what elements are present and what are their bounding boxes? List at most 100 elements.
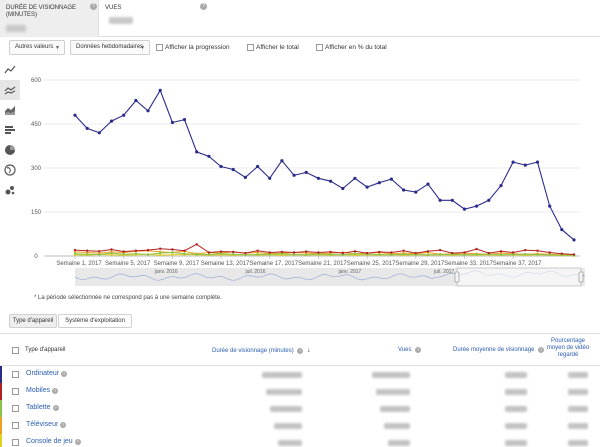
bar-chart-icon[interactable] (0, 120, 20, 140)
blurred-cell (505, 389, 527, 395)
navigator-label: juil. 2017 (433, 269, 454, 275)
column-header-label-line2: moyen de vidéo (546, 345, 590, 351)
chart-grid (44, 79, 580, 257)
show-percent-checkbox[interactable]: Afficher en % du total (316, 43, 396, 53)
column-header-views[interactable]: Vues ? (398, 347, 422, 354)
range-navigator[interactable]: janv. 2016 juil. 2016 janv. 2017 juil. 2017 (74, 267, 586, 287)
data-point (244, 251, 247, 255)
series-color-bar (0, 383, 2, 400)
table-row[interactable]: Tablette? (0, 400, 600, 417)
column-header-avg-percent[interactable]: Pourcentage moyen de vidéo regardé (540, 338, 596, 359)
data-point (487, 251, 490, 255)
help-icon[interactable]: ? (297, 348, 304, 354)
column-header-watch-time[interactable]: Durée de visionnage (minutes) ? ↓ (212, 347, 311, 355)
x-tick-label: Semaine 1, 2017 (56, 261, 102, 267)
data-point (122, 250, 125, 253)
checkbox-box[interactable] (316, 44, 323, 51)
row-device-name[interactable]: Console de jeu? (26, 438, 81, 445)
show-total-checkbox[interactable]: Afficher le total (247, 43, 309, 53)
data-point (475, 204, 479, 208)
data-point (159, 253, 162, 257)
data-point (560, 228, 564, 232)
blurred-cell (505, 372, 527, 378)
help-icon[interactable]: ? (52, 405, 59, 411)
metric-tab-title: DURÉE DE VISIONNAGE (MINUTES) (6, 5, 77, 18)
tab-operating-system[interactable]: Système d'exploitation (58, 314, 132, 328)
checkbox-box[interactable] (156, 44, 163, 51)
row-checkbox[interactable] (12, 388, 19, 395)
data-point (86, 251, 89, 254)
row-device-name[interactable]: Mobiles? (26, 387, 59, 394)
globe-map-icon[interactable] (0, 160, 20, 180)
granularity-dropdown[interactable]: Données hebdomadaires ▼ (70, 40, 150, 55)
help-icon[interactable]: ? (61, 371, 68, 377)
row-device-name[interactable]: Téléviseur? (26, 421, 67, 428)
tab-device-type[interactable]: Type d'appareil (9, 314, 57, 328)
data-point (475, 253, 478, 256)
data-point (462, 207, 467, 211)
row-checkbox[interactable] (12, 405, 19, 412)
row-label: Téléviseur (26, 421, 59, 428)
help-icon[interactable]: ? (60, 422, 67, 428)
blurred-cell (376, 389, 410, 395)
chart-series (73, 88, 576, 257)
data-point (329, 179, 333, 183)
row-checkbox[interactable] (12, 371, 19, 378)
data-point (256, 253, 259, 256)
multiline-chart-icon[interactable] (0, 80, 20, 100)
series-color-bar (0, 417, 2, 434)
pie-chart-icon[interactable] (0, 140, 20, 160)
table-row[interactable]: Mobiles? (0, 383, 600, 400)
metric-dropdown[interactable]: Autres valeurs ▼ (9, 40, 65, 55)
caret-down-icon: ▼ (140, 45, 145, 51)
data-point (232, 253, 235, 256)
data-point (523, 163, 527, 167)
data-point (110, 253, 113, 256)
data-point (524, 248, 527, 252)
y-tick-label: 300 (31, 166, 42, 172)
column-header-avg-duration[interactable]: Durée moyenne de visionnage ? (453, 347, 545, 354)
data-point (341, 253, 344, 256)
data-point (280, 250, 284, 254)
select-all-checkbox[interactable] (12, 347, 19, 354)
table-row[interactable]: Console de jeu? (0, 434, 600, 447)
table-row[interactable]: Ordinateur? (0, 366, 600, 383)
row-device-name[interactable]: Ordinateur? (26, 370, 68, 377)
data-point (499, 184, 503, 188)
metric-tab-title: VUES (105, 5, 122, 11)
row-checkbox[interactable] (12, 439, 19, 446)
metric-tab-watch-time[interactable]: DURÉE DE VISIONNAGE (MINUTES) ? (0, 0, 99, 37)
blurred-cell (266, 389, 302, 395)
data-point (499, 251, 503, 255)
row-device-name[interactable]: Tablette? (26, 404, 59, 411)
help-icon[interactable]: ? (200, 3, 207, 10)
bubble-chart-icon[interactable] (0, 180, 20, 200)
help-icon[interactable]: ? (52, 388, 59, 394)
data-point (86, 253, 89, 256)
help-icon[interactable]: ? (538, 347, 545, 353)
data-point (353, 252, 357, 255)
data-point (463, 253, 466, 256)
show-progress-checkbox[interactable]: Afficher la progression (156, 43, 246, 53)
data-point (524, 253, 527, 256)
navigator-handle (578, 271, 584, 283)
help-icon[interactable]: ? (74, 439, 81, 445)
data-point (159, 251, 162, 255)
metric-tab-views[interactable]: VUES ? (99, 0, 209, 37)
help-icon[interactable]: ? (415, 347, 422, 353)
data-point (73, 252, 77, 255)
blurred-cell (568, 406, 588, 412)
table-row[interactable]: Téléviseur? (0, 417, 600, 434)
stacked-area-icon[interactable] (0, 100, 20, 120)
y-tick-label: 0 (34, 254, 38, 260)
data-point (109, 119, 114, 123)
data-point (463, 251, 466, 254)
data-point (110, 248, 113, 251)
line-chart-icon[interactable] (0, 60, 20, 80)
help-icon[interactable]: ? (90, 3, 97, 10)
column-header-device[interactable]: Type d'appareil (25, 347, 66, 353)
series-color-bar (0, 366, 2, 383)
checkbox-box[interactable] (247, 44, 254, 51)
navigator-label: juil. 2016 (244, 269, 265, 275)
row-checkbox[interactable] (12, 422, 19, 429)
